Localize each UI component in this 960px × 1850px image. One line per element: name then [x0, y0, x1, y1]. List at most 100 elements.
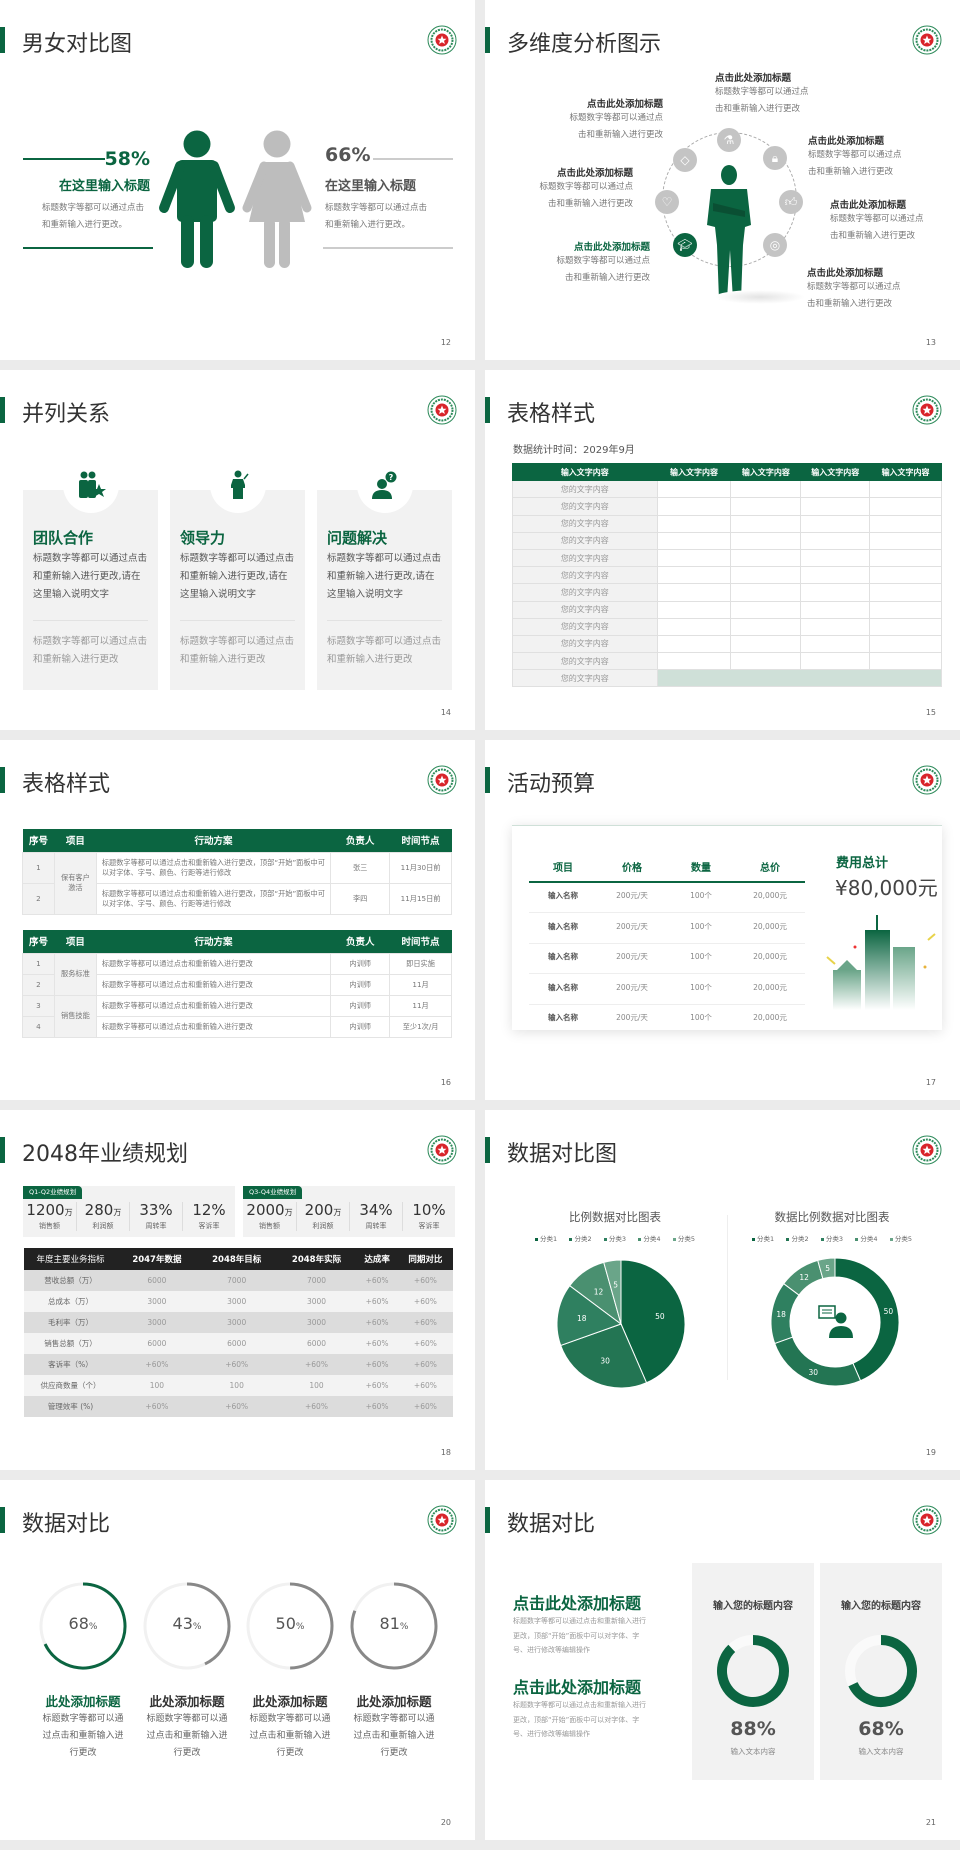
table-cell[interactable]	[656, 514, 732, 533]
table-cell[interactable]	[869, 652, 942, 671]
table-cell[interactable]	[800, 652, 871, 671]
block-heading[interactable]: 点击此处添加标题	[807, 268, 884, 279]
table-cell[interactable]	[730, 600, 802, 619]
table-cell[interactable]	[869, 480, 942, 499]
table-row: 供应商数量（个） 100 100 100 +60% +60%	[24, 1375, 453, 1396]
table-cell[interactable]	[800, 531, 871, 550]
legend-item: 分类5	[672, 1233, 695, 1243]
table-row: 您的文字内容	[512, 600, 942, 619]
budget-cell: 200元/天	[616, 982, 648, 992]
slide-title: 数据对比图	[507, 1142, 618, 1167]
ring-heading: 此处添加标题	[252, 1694, 328, 1709]
heart-icon[interactable]: ♡	[655, 190, 679, 214]
table-cell[interactable]	[869, 634, 942, 654]
card-note: 标题数字等都可以通过点击 和重新输入进行更改	[33, 633, 147, 669]
block-heading[interactable]: 点击此处添加标题	[573, 242, 650, 253]
table-cell[interactable]	[730, 480, 802, 499]
table-cell[interactable]	[800, 617, 871, 636]
metric-value: +60%	[356, 1354, 398, 1375]
table-cell[interactable]	[730, 514, 802, 533]
table-cell[interactable]	[730, 652, 802, 671]
chart-title: 数据比例数据对比图表	[774, 1210, 890, 1224]
owner-cell: 李四	[330, 882, 391, 915]
metric-name: 总成本（万）	[24, 1291, 117, 1312]
table-cell[interactable]	[869, 531, 942, 550]
table-cell[interactable]	[800, 583, 871, 602]
table-cell[interactable]	[800, 548, 871, 568]
pie-chart: 50 30 18 12 5	[556, 1259, 686, 1389]
graduation-cap-icon[interactable]: 🎓︎	[673, 233, 697, 257]
table-cell[interactable]	[656, 548, 732, 568]
table-cell[interactable]	[869, 514, 942, 533]
table-cell[interactable]	[656, 617, 732, 636]
description-line: 和重新输入进行更改,请在	[33, 571, 141, 582]
slide-21: 数据对比 21 点击此处添加标题 标题数字等都可以通过点击和重新输入进行 更改，顶部“开…	[485, 1480, 960, 1840]
block-heading[interactable]: 点击此处添加标题	[808, 136, 885, 147]
table-cell[interactable]	[869, 583, 942, 602]
summary-cell[interactable]	[656, 669, 943, 688]
table-cell[interactable]	[730, 583, 802, 602]
table-cell[interactable]	[656, 652, 732, 671]
lock-icon[interactable]: 🔒︎	[763, 146, 787, 170]
stat-number: 2000	[246, 1201, 285, 1219]
stat-label: 利润额	[312, 1222, 334, 1230]
card	[23, 490, 158, 690]
stat-value: 2000万	[243, 1202, 296, 1221]
vertical-divider	[727, 1215, 728, 1380]
card-note: 标题数字等都可以通过点击 和重新输入进行更改	[327, 633, 441, 669]
deadline-cell: 即日实施	[389, 952, 452, 975]
globe-icon[interactable]: ◎	[763, 233, 787, 257]
table-cell[interactable]	[656, 497, 732, 516]
table-cell[interactable]	[730, 531, 802, 550]
slide-title: 2048年业绩规划	[22, 1142, 188, 1167]
stat-label: 销售额	[259, 1222, 280, 1230]
table-cell[interactable]	[869, 497, 942, 516]
stat-item: 280万 利润额	[76, 1202, 129, 1231]
description-line: 行更改	[380, 1748, 408, 1758]
table-cell[interactable]	[656, 566, 732, 585]
block-heading[interactable]: 点击此处添加标题	[586, 99, 663, 110]
table-cell[interactable]	[656, 531, 732, 550]
table-cell[interactable]	[730, 617, 802, 636]
table-cell[interactable]	[730, 566, 802, 585]
table-cell[interactable]	[800, 634, 871, 654]
table-cell[interactable]	[656, 583, 732, 602]
flask-icon[interactable]: ⚗	[717, 128, 741, 152]
table-cell[interactable]	[800, 566, 871, 585]
description-line: 标题数字等都可以通过点击	[327, 636, 442, 647]
table-cell[interactable]	[656, 634, 732, 654]
table-cell[interactable]	[656, 480, 732, 499]
table-cell[interactable]	[730, 634, 802, 654]
block-heading[interactable]: 点击此处添加标题	[715, 73, 792, 84]
table-cell[interactable]	[656, 600, 732, 619]
text-block: 点击此处添加标题 标题数字等都可以通过点 击和重新输入进行更改	[808, 133, 902, 181]
table-cell[interactable]	[869, 617, 942, 636]
thumbs-up-icon[interactable]: 👍︎	[779, 190, 803, 214]
legend-swatch	[889, 1237, 893, 1241]
action-plan-table: 序号 项目 行动方案 负责人 时间节点 1 保有客户激活 标题数字等都可以通过点击和重新输入进…	[22, 829, 452, 915]
block-heading[interactable]: 点击此处添加标题	[556, 168, 633, 179]
table-cell[interactable]	[730, 548, 802, 568]
table-cell[interactable]	[869, 566, 942, 585]
table-cell[interactable]	[800, 600, 871, 619]
table-cell[interactable]	[800, 514, 871, 533]
legend-item: 分类3	[820, 1233, 843, 1243]
table-cell[interactable]	[800, 497, 871, 516]
leader-podium-icon	[210, 457, 266, 513]
metric-value: +60%	[356, 1291, 398, 1312]
item-heading[interactable]: 点击此处添加标题	[513, 1678, 642, 1697]
table-cell[interactable]	[730, 497, 802, 516]
table-cell[interactable]	[800, 480, 871, 499]
deadline-cell: 11月	[389, 973, 452, 996]
total-amount: ¥80,000元	[835, 876, 938, 900]
table-cell[interactable]	[869, 548, 942, 568]
slide-title: 并列关系	[22, 402, 111, 427]
block-heading[interactable]: 点击此处添加标题	[830, 200, 907, 211]
description-line: 标题数字等都可以通过点击	[180, 636, 295, 647]
diamond-icon[interactable]: ◇	[673, 148, 697, 172]
action-cell: 标题数字等都可以通过点击和重新输入进行更改	[95, 994, 332, 1017]
column-header: 序号	[22, 930, 55, 953]
description-line: 和重新输入进行更改。	[325, 220, 411, 230]
table-cell[interactable]	[869, 600, 942, 619]
item-heading[interactable]: 点击此处添加标题	[513, 1594, 642, 1613]
